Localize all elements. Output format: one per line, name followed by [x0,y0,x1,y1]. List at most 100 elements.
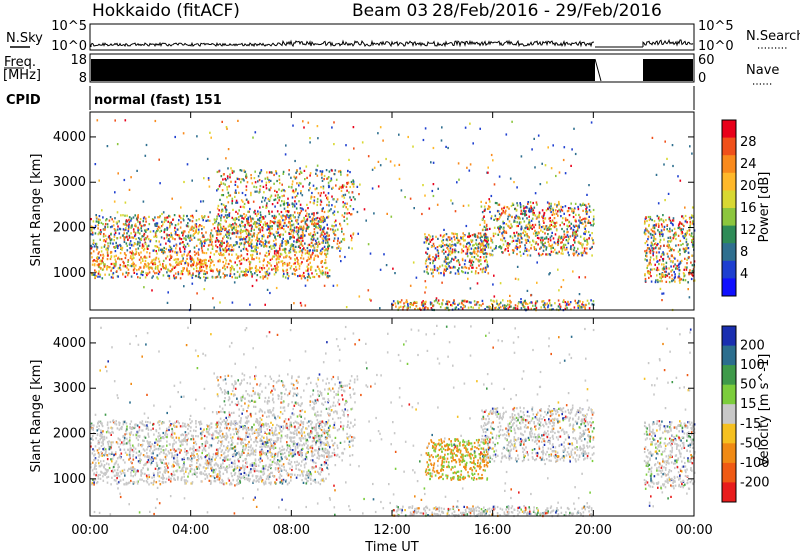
range-cell [523,234,526,237]
range-cell [239,214,242,217]
range-cell [266,277,269,280]
range-cell [251,255,253,258]
range-cell [567,240,569,243]
range-cell [303,247,305,250]
range-cell [516,265,519,268]
range-cell [286,268,288,271]
range-cell [435,299,437,302]
range-cell [515,245,518,248]
range-cell [317,137,319,140]
range-cell [293,302,295,305]
range-cell [479,236,481,239]
range-cell [136,243,139,246]
range-cell [561,206,564,209]
range-cell [283,228,285,231]
range-cell [462,266,464,269]
range-cell [325,169,328,172]
range-cell [253,222,256,225]
range-cell [227,148,230,151]
range-cell [207,177,210,180]
range-cell [193,250,196,253]
range-cell [336,198,339,201]
range-cell [663,238,665,241]
range-cell [187,264,189,267]
range-cell [493,247,496,250]
range-cell [520,221,522,224]
range-cell [678,222,681,226]
range-cell [684,257,686,260]
range-cell [277,196,279,199]
range-cell [339,185,341,188]
range-cell [442,248,445,251]
range-cell [479,256,482,259]
range-cell [226,240,228,243]
range-cell [282,270,285,273]
range-cell [295,207,298,210]
range-cell [347,169,349,173]
range-cell [481,242,484,245]
range-cell [564,248,566,251]
range-cell [261,229,264,232]
range-cell [276,231,279,234]
range-cell [247,223,250,226]
range-cell [422,184,424,187]
range-cell [552,225,554,228]
range-cell [520,307,523,310]
range-cell [224,274,226,277]
range-cell [497,233,500,236]
range-cell [163,218,166,221]
range-cell [293,191,295,194]
range-cell [149,266,151,269]
range-cell [529,201,532,204]
range-cell [222,260,224,264]
nsky-series [90,39,594,48]
range-cell [493,226,496,229]
range-cell [178,215,181,218]
range-cell [496,209,499,213]
range-cell [179,249,181,252]
range-cell [469,287,472,290]
range-cell [592,215,595,218]
range-cell [228,214,231,217]
range-cell [579,306,581,309]
range-cell [519,245,521,248]
range-cell [291,180,294,183]
range-cell [522,209,525,212]
range-cell [317,240,320,243]
range-cell [231,245,233,248]
range-cell [205,252,208,255]
range-cell [172,237,174,240]
range-cell [462,250,465,253]
range-cell [219,243,221,247]
range-cell [539,239,542,242]
range-cell [185,260,187,263]
range-cell [316,125,319,128]
range-cell [540,229,542,232]
range-cell [221,227,224,231]
range-cell [645,249,648,252]
range-cell [686,230,689,233]
range-cell [124,214,126,217]
range-cell [531,217,534,220]
range-cell [309,137,311,140]
range-cell [220,219,222,222]
range-cell [210,243,213,246]
range-cell [450,237,453,240]
range-cell [486,305,488,309]
range-cell [340,247,342,250]
range-cell [301,251,304,254]
range-cell [692,244,694,247]
range-cell [573,239,576,242]
range-cell [293,175,295,178]
range-cell [447,257,449,260]
range-cell [125,242,128,245]
range-cell [285,215,287,218]
range-cell [159,226,161,230]
range-cell [94,269,96,272]
range-cell [102,438,104,441]
range-cell [495,245,497,248]
range-cell [323,432,326,435]
range-cell [178,466,181,469]
range-cell [667,246,670,249]
range-cell [302,228,304,232]
